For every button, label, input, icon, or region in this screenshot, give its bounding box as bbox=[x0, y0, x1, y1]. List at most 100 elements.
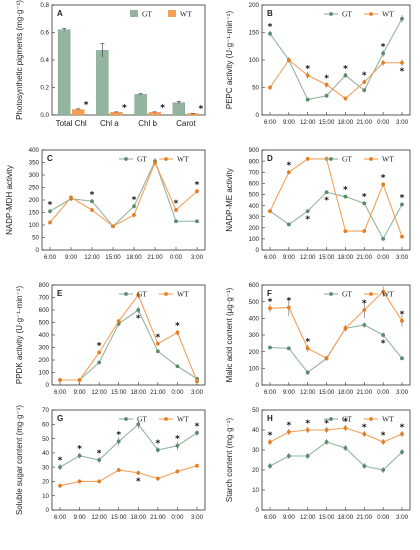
x-tick-label: 3:00 bbox=[191, 389, 204, 396]
wt-point bbox=[400, 60, 404, 65]
gt-point bbox=[400, 16, 404, 21]
y-tick-label: 500 bbox=[39, 320, 50, 327]
significance-mark: * bbox=[155, 439, 160, 449]
significance-mark: * bbox=[136, 477, 141, 487]
wt-point bbox=[305, 73, 310, 78]
gt-series-line bbox=[59, 423, 198, 468]
wt-point bbox=[305, 428, 310, 432]
y-tick-label: 800 bbox=[249, 158, 260, 165]
wt-point bbox=[305, 156, 310, 161]
significance-mark: * bbox=[400, 67, 405, 77]
wt-point bbox=[400, 432, 404, 436]
significance-mark: * bbox=[97, 342, 102, 352]
significance-mark: * bbox=[195, 180, 200, 190]
panel-a: 0.0 0.2 0.4 0.6 0.8 A Photosynthetic pigments … bbox=[15, 0, 206, 128]
gt-point bbox=[305, 370, 310, 375]
wt-point bbox=[268, 85, 272, 90]
gt-point bbox=[381, 51, 386, 56]
x-tick-label: 12:00 bbox=[300, 254, 316, 261]
significance-mark: * bbox=[381, 173, 386, 183]
significance-mark: * bbox=[343, 417, 348, 427]
y-axis-label: Soluble sugar content (mg·g⁻¹) bbox=[15, 405, 24, 515]
wt-point bbox=[400, 234, 404, 239]
panel-letter: E bbox=[57, 289, 63, 298]
y-tick-label: 50 bbox=[42, 436, 49, 443]
legend-label-gt: GT bbox=[137, 155, 147, 164]
gt-point bbox=[268, 345, 272, 350]
legend-marker-gt bbox=[329, 417, 333, 421]
gt-point bbox=[286, 222, 291, 227]
y-tick-label: 0 bbox=[256, 247, 260, 254]
y-tick-label: 0.6 bbox=[40, 30, 49, 37]
significance-mark: * bbox=[362, 299, 367, 309]
y-axis-label: NADP-ME activity bbox=[225, 168, 234, 232]
significance-mark: * bbox=[97, 449, 102, 459]
x-tick-label: 6:00 bbox=[264, 119, 277, 126]
y-axis-label: NADP-MDH activity bbox=[5, 165, 14, 235]
x-tick-label: 0:00 bbox=[377, 514, 390, 521]
wt-point bbox=[155, 476, 160, 481]
gt-point bbox=[97, 458, 102, 462]
legend-marker-gt bbox=[124, 417, 128, 421]
gt-point bbox=[305, 209, 310, 214]
y-tick-label: 0 bbox=[36, 247, 40, 254]
significance-mark: * bbox=[268, 23, 273, 33]
wt-point bbox=[324, 82, 329, 87]
x-tick-label: 3:00 bbox=[396, 389, 409, 396]
wt-point bbox=[362, 80, 367, 84]
wt-point bbox=[305, 346, 310, 351]
significance-mark: * bbox=[268, 431, 273, 441]
y-axis-label: PEPC activity (U·g⁻¹·min⁻¹) bbox=[225, 11, 234, 110]
wt-point bbox=[286, 305, 291, 310]
wt-point bbox=[324, 356, 329, 361]
wt-point bbox=[268, 440, 272, 444]
gt-series-line bbox=[269, 191, 403, 241]
x-tick-label: 18:00 bbox=[131, 514, 147, 521]
significance-mark: * bbox=[286, 421, 291, 431]
legend-label-gt: GT bbox=[342, 10, 352, 19]
legend-label-wt: WT bbox=[177, 415, 189, 424]
gt-point bbox=[343, 194, 348, 199]
x-tick-label: 3:00 bbox=[191, 514, 204, 521]
wt-point bbox=[77, 378, 82, 382]
wt-point bbox=[116, 319, 121, 324]
wt-point bbox=[90, 208, 94, 212]
y-tick-label: 0 bbox=[256, 507, 260, 514]
y-tick-label: 10 bbox=[252, 487, 259, 494]
significance-mark: * bbox=[400, 193, 405, 203]
panel-d: 0 100 200 300 400 500 600 700 800 900 D NADP-ME act… bbox=[225, 147, 411, 261]
y-tick-label: 150 bbox=[249, 30, 260, 37]
wt-point bbox=[343, 426, 348, 430]
significance-mark: * bbox=[343, 64, 348, 74]
legend-marker-wt bbox=[164, 292, 168, 296]
wt-point bbox=[136, 470, 141, 475]
y-tick-label: 700 bbox=[249, 169, 260, 176]
panel-letter: B bbox=[267, 9, 273, 18]
wt-point bbox=[324, 428, 329, 432]
y-tick-label: 60 bbox=[42, 421, 49, 428]
x-tick-label: 21:00 bbox=[150, 389, 166, 396]
x-tick-label: 6:00 bbox=[264, 514, 277, 521]
legend-label-gt: GT bbox=[142, 10, 152, 19]
significance-mark: * bbox=[305, 419, 310, 429]
significance-mark: * bbox=[381, 42, 386, 52]
wt-bar bbox=[71, 109, 85, 116]
y-tick-label: 200 bbox=[249, 2, 260, 9]
wt-point bbox=[175, 330, 180, 335]
wt-point bbox=[362, 432, 367, 436]
wt-point bbox=[362, 308, 367, 312]
wt-point bbox=[381, 60, 386, 65]
legend-label-gt: GT bbox=[137, 290, 147, 299]
x-tick-label: 9:00 bbox=[283, 119, 296, 126]
gt-point bbox=[58, 465, 62, 470]
x-tick-label: 15:00 bbox=[319, 254, 335, 261]
y-axis-label: Starch content (mg·g⁻¹) bbox=[225, 418, 234, 503]
wt-series-line bbox=[59, 465, 198, 487]
gt-series-line bbox=[269, 441, 403, 471]
x-tick-label: 15:00 bbox=[319, 514, 335, 521]
significance-mark: * bbox=[268, 297, 273, 307]
y-tick-label: 300 bbox=[29, 172, 40, 179]
gt-point bbox=[155, 349, 160, 354]
gt-point bbox=[305, 454, 310, 458]
